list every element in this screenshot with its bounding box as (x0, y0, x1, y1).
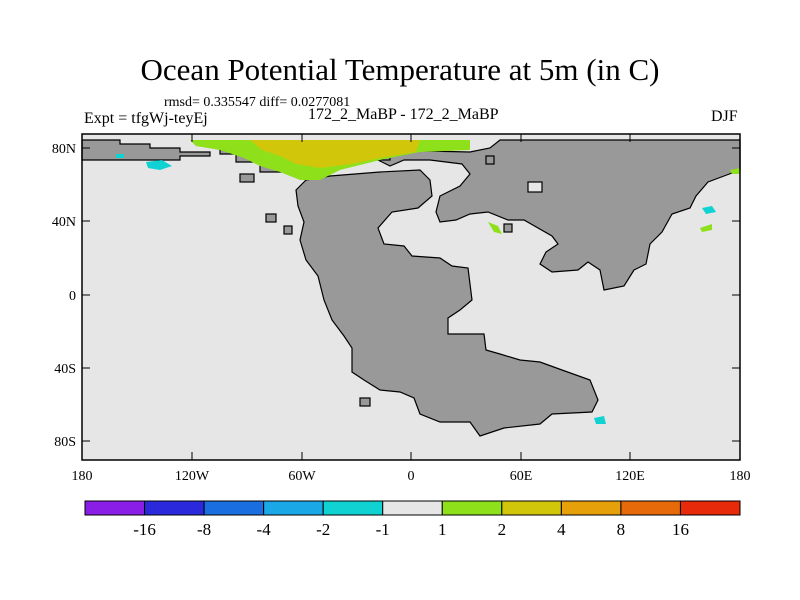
experiment-label: Expt = tfgWj-teyEj (84, 110, 208, 127)
colorbar-swatch (263, 500, 324, 516)
colorbar-swatch (84, 500, 146, 516)
land-northwest (81, 139, 211, 161)
land-island-2 (239, 173, 255, 183)
colorbar-swatch (382, 500, 443, 516)
anomaly-green-2 (730, 168, 740, 174)
colorbar-label: 1 (438, 520, 447, 539)
lat-label-80n: 80N (52, 142, 76, 157)
land-western-continent (295, 169, 599, 437)
anomaly-yellow-arctic (250, 140, 420, 168)
colorbar-swatch (203, 500, 265, 516)
land-island-4 (283, 225, 293, 235)
colorbar: -16 -8 -4 -2 -1 1 2 4 8 16 (84, 500, 741, 539)
lon-axis: 180 120W 60W 0 60E 120E 180 (72, 134, 751, 484)
page-title: Ocean Potential Temperature at 5m (in C) (140, 52, 660, 87)
colorbar-swatch (679, 500, 741, 516)
colorbar-label: -1 (376, 520, 390, 539)
anomaly-cyan-3 (594, 416, 606, 424)
land-island-3 (265, 213, 277, 223)
colorbar-swatch (441, 500, 503, 516)
season-label: DJF (711, 108, 738, 125)
lon-label-0: 0 (408, 469, 415, 484)
land-island-1 (527, 181, 543, 193)
colorbar-swatch (322, 500, 384, 516)
lat-label-0: 0 (69, 289, 76, 304)
lon-label-120w: 120W (175, 469, 210, 484)
stats-label: rmsd= 0.335547 diff= 0.0277081 (164, 95, 351, 110)
lon-label-60e: 60E (510, 469, 533, 484)
lon-label-180w: 180 (72, 469, 93, 484)
land-island-6 (503, 223, 513, 233)
colorbar-swatch (620, 500, 681, 516)
land-island-5 (359, 397, 371, 407)
colorbar-label: 8 (617, 520, 626, 539)
anomaly-green-3 (700, 224, 712, 232)
map-panel (81, 133, 741, 461)
runs-label: 172_2_MaBP - 172_2_MaBP (308, 106, 499, 123)
anomaly-cyan-1 (146, 160, 172, 170)
colorbar-swatch (501, 500, 562, 516)
land-island-7 (485, 155, 495, 165)
colorbar-label: 16 (672, 520, 689, 539)
land-masses (81, 139, 741, 437)
colorbar-label: 2 (498, 520, 507, 539)
lat-axis: 80N 40N 0 40S 80S (52, 142, 740, 450)
lon-label-60w: 60W (288, 469, 316, 484)
colorbar-label: -16 (133, 520, 156, 539)
lat-label-40n: 40N (52, 215, 76, 230)
lat-label-80s: 80S (54, 435, 76, 450)
colorbar-label: -8 (197, 520, 211, 539)
colorbar-label: -4 (257, 520, 272, 539)
colorbar-label: -2 (316, 520, 330, 539)
anomaly-contours (116, 140, 740, 424)
colorbar-label: 4 (557, 520, 566, 539)
anomaly-cyan-2 (702, 206, 716, 214)
lon-label-120e: 120E (615, 469, 645, 484)
land-northeast-continent (377, 139, 741, 291)
colorbar-swatch (144, 500, 205, 516)
anomaly-green-1 (488, 222, 502, 234)
lat-label-40s: 40S (54, 362, 76, 377)
colorbar-swatch (560, 500, 622, 516)
lon-label-180e: 180 (730, 469, 751, 484)
anomaly-cyan-4 (116, 154, 124, 158)
